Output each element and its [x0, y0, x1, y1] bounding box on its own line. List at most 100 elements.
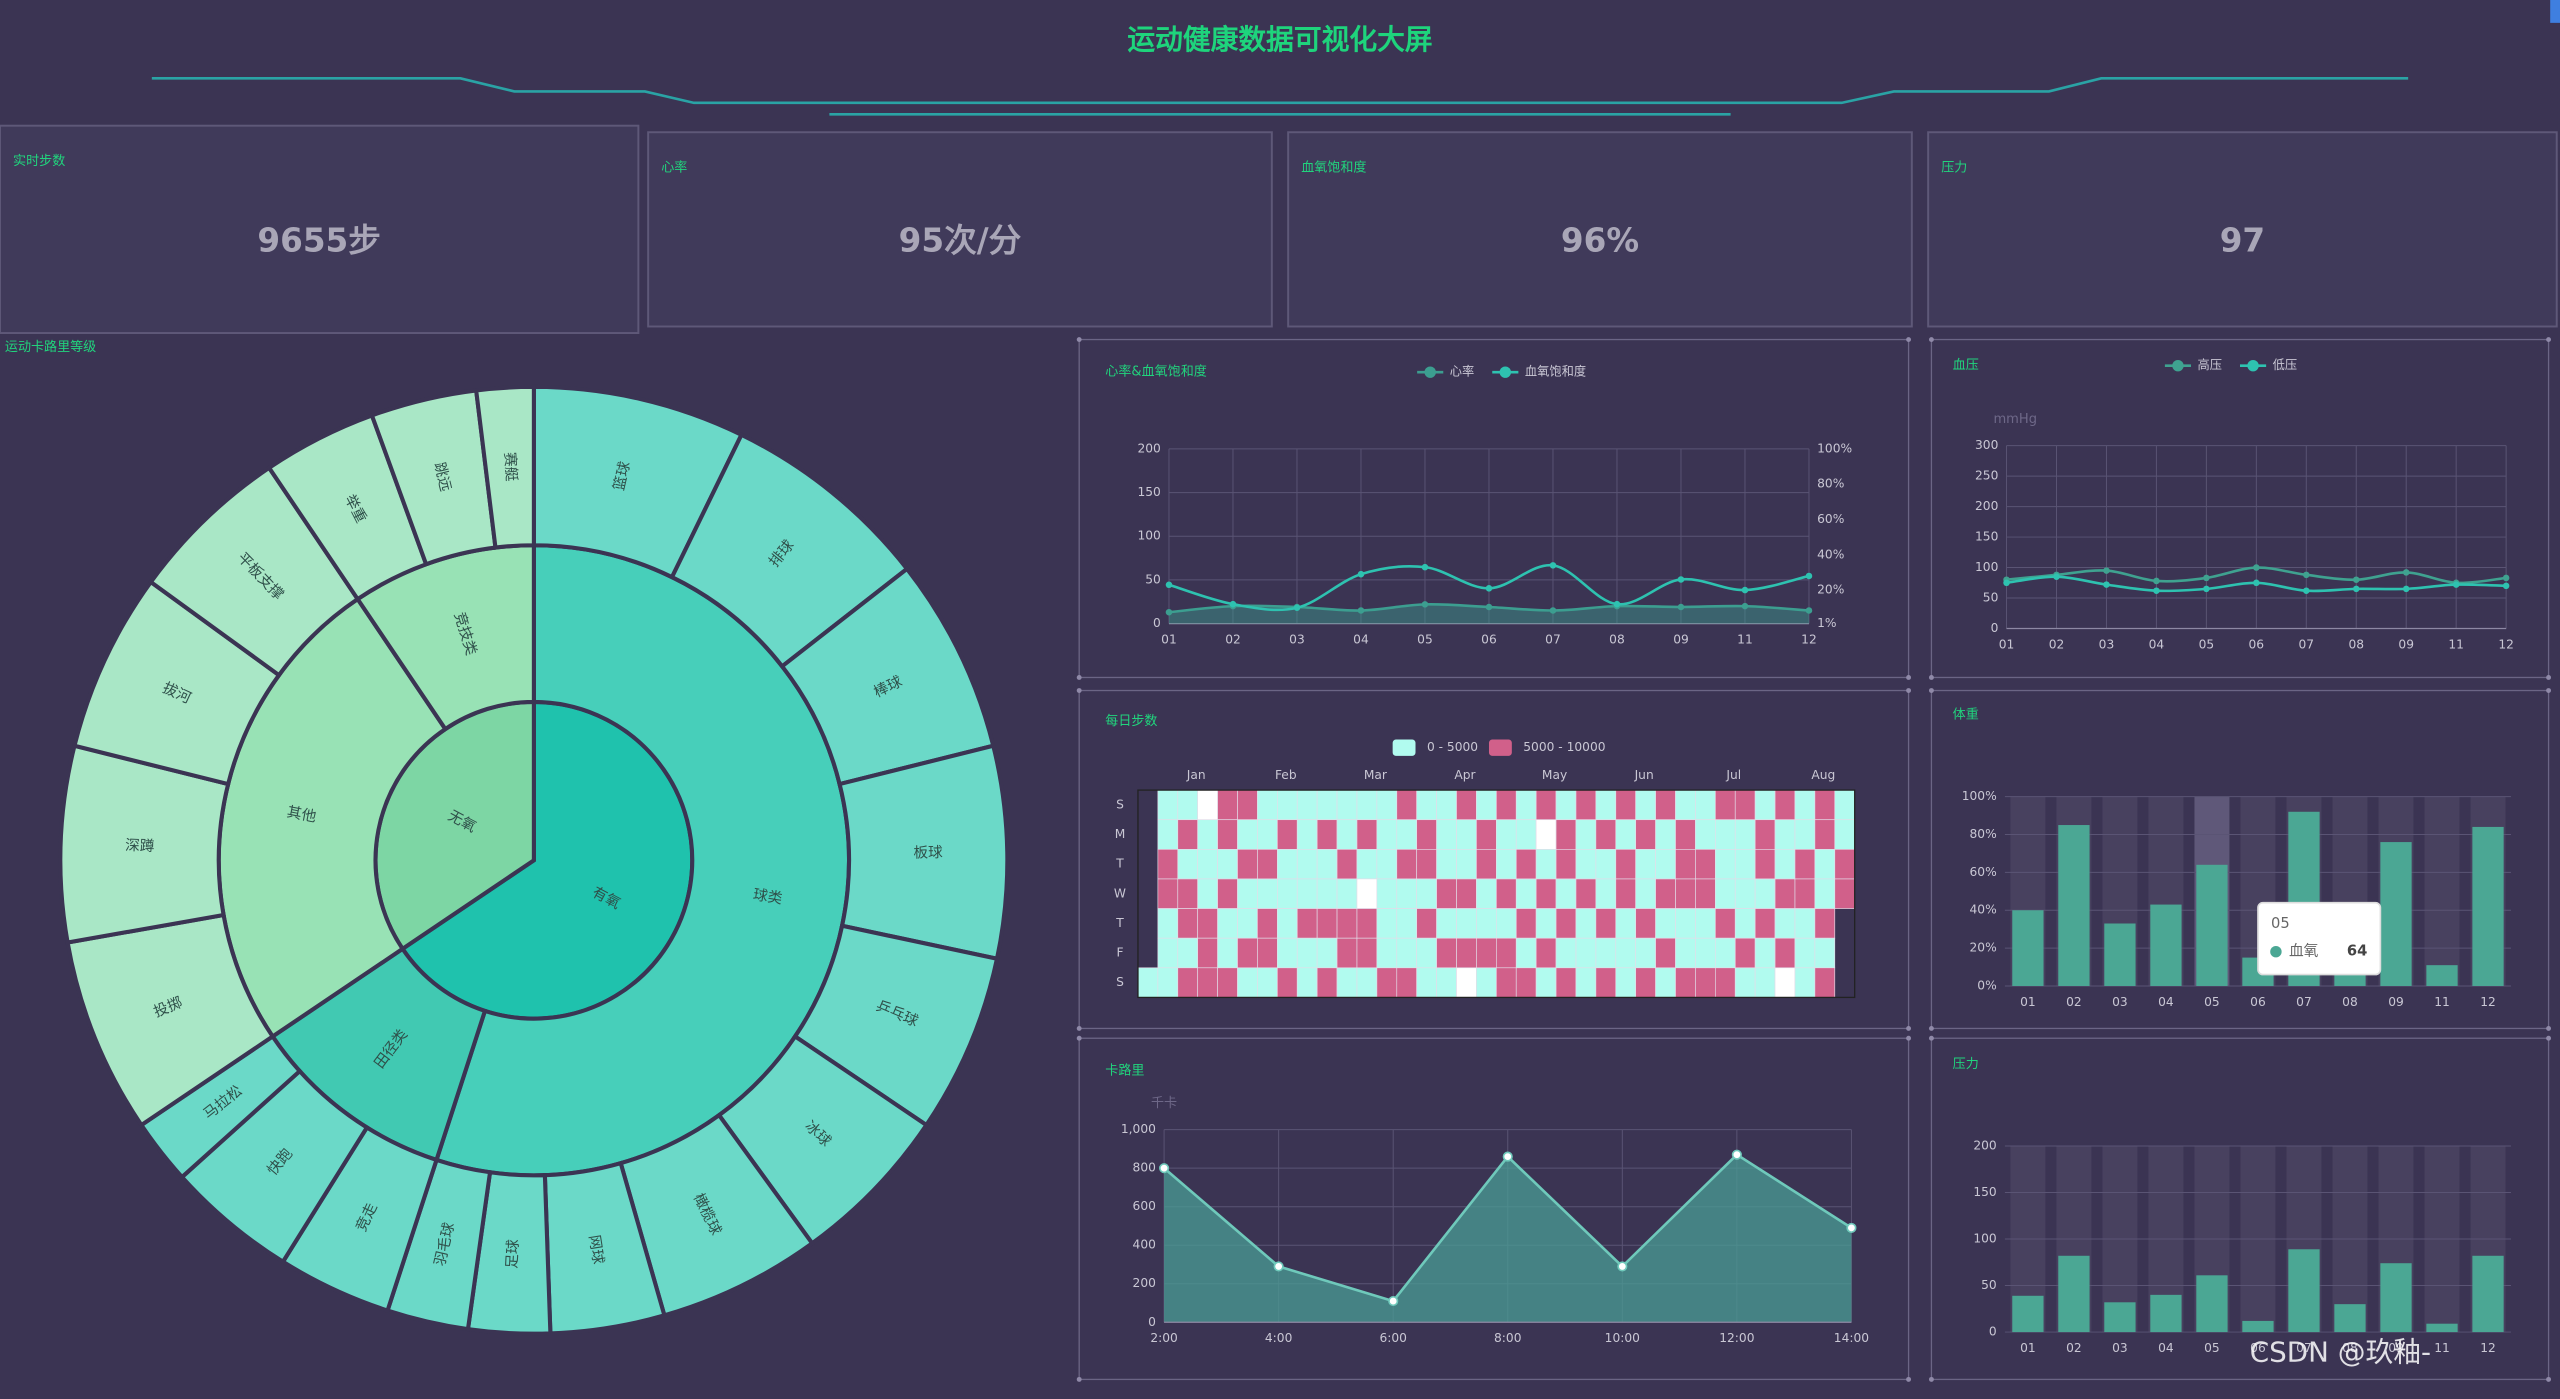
y-tick-label: 20%	[1970, 941, 1997, 955]
calendar-cell	[1635, 789, 1656, 821]
calendar-cell	[1396, 908, 1418, 939]
calendar-cell	[1456, 878, 1477, 909]
y-tick-label: 0	[1153, 616, 1161, 630]
y-tick-label: 60%	[1970, 865, 1997, 879]
calendar-cell	[1177, 967, 1199, 998]
panel-corner	[1076, 1376, 1082, 1382]
calendar-cell	[1635, 937, 1656, 969]
calendar-cell	[1535, 878, 1557, 909]
x-tick-label: 12	[2480, 995, 2496, 1009]
bar	[2104, 923, 2136, 986]
calendar-cell	[1137, 967, 1159, 998]
calendar-cell	[1237, 789, 1258, 821]
header-decoration	[151, 77, 2409, 105]
y-tick-label: 150	[1973, 1185, 1996, 1199]
calendar-cell	[1416, 789, 1437, 821]
series-point	[1549, 607, 1557, 614]
panel-title: 卡路里	[1105, 1062, 1144, 1078]
calendar-cell	[1276, 967, 1298, 998]
x-tick-label: 8:00	[1494, 1331, 1521, 1345]
y-axis-name: 千卡	[1151, 1096, 1177, 1111]
calendar-cell	[1356, 849, 1378, 880]
calendar-cell	[1655, 849, 1676, 880]
calendar-cell	[1754, 878, 1776, 909]
calendar-cell	[1535, 849, 1557, 880]
calendar-cell	[1575, 789, 1597, 821]
x-tick-label: 02	[2066, 995, 2082, 1009]
calendar-cell	[1296, 789, 1318, 821]
panel-title: 体重	[1953, 707, 1979, 723]
calendar-cell	[1675, 819, 1696, 850]
calendar-cell	[1555, 819, 1577, 850]
calendar-cell	[1316, 908, 1338, 939]
tooltip-series: 血氧	[2289, 943, 2319, 960]
card-label: 实时步数	[13, 154, 65, 169]
series-point	[1273, 1261, 1284, 1272]
y-tick-label: 100%	[1962, 789, 1997, 803]
bar	[2012, 910, 2044, 986]
sunburst-label: 网球	[585, 1234, 606, 1266]
calendar-cell	[1316, 967, 1338, 998]
bar	[2426, 965, 2458, 986]
calendar-cell	[1157, 789, 1179, 821]
calendar-cell	[1734, 908, 1756, 939]
calendar-cell	[1296, 967, 1318, 998]
calendar-cell	[1456, 967, 1477, 998]
calendar-cell	[1356, 819, 1378, 850]
panel-corner	[2546, 675, 2552, 680]
card	[1287, 131, 1913, 328]
panel-corner	[1928, 1376, 1934, 1382]
calendar-cell	[1675, 878, 1696, 909]
calendar-cell	[1734, 819, 1756, 850]
panel-corner	[1076, 1025, 1082, 1031]
x-tick-label: 06	[2250, 1341, 2266, 1355]
calendar-cell	[1356, 967, 1378, 998]
series-point	[1357, 607, 1365, 614]
x-tick-label: 06	[1481, 632, 1497, 646]
panel-corner	[1928, 675, 1934, 680]
y-tick-label: 40%	[1817, 547, 1844, 561]
x-tick-label: 07	[1545, 632, 1561, 646]
calendar-cell	[1476, 849, 1497, 880]
series-point	[2253, 564, 2260, 571]
y-tick-label: 300	[1975, 438, 1998, 452]
calendar-cell	[1416, 937, 1437, 969]
weekday-label: M	[1115, 827, 1126, 841]
calendar-cell	[1774, 908, 1796, 939]
calendar-cell	[1615, 819, 1637, 850]
x-tick-label: 11	[2434, 995, 2450, 1009]
calendar-cell	[1237, 819, 1258, 850]
tooltip-title: 05	[2271, 915, 2290, 932]
y-tick-label: 80%	[1970, 827, 1997, 841]
calendar-cell	[1555, 849, 1577, 880]
calendar-cell	[1794, 937, 1816, 969]
calendar-cell	[1595, 789, 1617, 821]
panel-corner	[1076, 337, 1082, 342]
calendar-cell	[1595, 878, 1617, 909]
series-area	[1164, 1154, 1852, 1323]
x-tick-label: 2:00	[1150, 1331, 1177, 1345]
calendar-cell	[1217, 937, 1238, 969]
panel-title: 每日步数	[1105, 713, 1157, 729]
bar	[2242, 1320, 2274, 1333]
series-point	[1421, 563, 1429, 571]
panel-corner	[1906, 1035, 1912, 1041]
y-tick-label: 0	[1991, 621, 1999, 635]
series-point	[2253, 579, 2260, 587]
calendar-cell	[1217, 908, 1238, 939]
calendar-cell	[1675, 967, 1696, 998]
calendar-cell	[1376, 937, 1398, 969]
x-tick-label: 12	[2498, 637, 2514, 651]
calendar-cell	[1695, 849, 1716, 880]
calendar-cell	[1197, 878, 1218, 909]
tooltip: 05 血氧 64	[2257, 901, 2382, 976]
calendar-cell	[1237, 908, 1258, 939]
calendar-cell	[1635, 849, 1656, 880]
calendar-cell	[1396, 967, 1418, 998]
calendar-cell	[1515, 878, 1537, 909]
panel	[1930, 1037, 2550, 1381]
y-tick-label: 100%	[1817, 441, 1852, 455]
panel-title: 压力	[1953, 1057, 1979, 1072]
calendar-cell	[1376, 849, 1398, 880]
calendar-cell	[1336, 819, 1358, 850]
